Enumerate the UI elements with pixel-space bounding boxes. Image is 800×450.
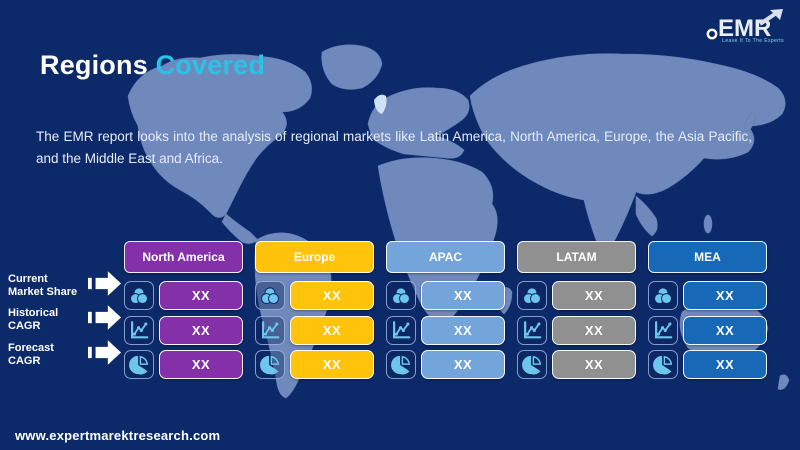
row-label-current-market-share: Current Market Share	[0, 270, 124, 302]
value-pill: XX	[159, 281, 243, 310]
table-cell: XX	[255, 281, 374, 310]
se-asia	[635, 195, 658, 237]
table-cell: XX	[517, 281, 636, 310]
table-cell: XX	[386, 350, 505, 379]
value-pill: XX	[159, 350, 243, 379]
value-pill: XX	[290, 350, 374, 379]
table-cell: XX	[124, 350, 243, 379]
footer-url: www.expertmarektresearch.com	[15, 428, 221, 443]
value-pill: XX	[290, 281, 374, 310]
table-cell: XX	[517, 315, 636, 345]
logo-arrowhead-icon	[770, 9, 783, 20]
market-share-icon	[124, 281, 154, 310]
regions-table: North America XX XX XX Europe XX XX XX APA…	[124, 241, 767, 385]
table-cell: XX	[648, 281, 767, 310]
page-title: Regions Covered	[40, 50, 265, 81]
row-arrow-icon	[88, 339, 122, 371]
table-cell: XX	[386, 281, 505, 310]
value-pill: XX	[421, 315, 505, 345]
table-cell: XX	[648, 350, 767, 379]
island-philippines	[703, 214, 713, 234]
region-header-apac: APAC	[386, 241, 505, 273]
pie-chart-icon	[517, 350, 547, 379]
line-chart-icon	[517, 315, 547, 345]
region-column-europe: Europe XX XX XX	[255, 241, 374, 385]
region-column-north-america: North America XX XX XX	[124, 241, 243, 385]
central-america	[221, 213, 259, 244]
title-accent: Covered	[155, 50, 266, 80]
region-header-europe: Europe	[255, 241, 374, 273]
value-pill: XX	[552, 315, 636, 345]
table-cell: XX	[255, 315, 374, 345]
region-header-latam: LATAM	[517, 241, 636, 273]
value-pill: XX	[421, 281, 505, 310]
row-label-forecast-cagr: Forecast CAGR	[0, 339, 124, 371]
table-cell: XX	[124, 315, 243, 345]
island-greenland	[321, 44, 383, 90]
island-uk-highlight	[374, 94, 387, 114]
value-pill: XX	[159, 315, 243, 345]
row-label-text: Current Market Share	[8, 272, 78, 298]
logo-tagline: Leave It To The Experts	[722, 38, 784, 44]
region-column-latam: LATAM XX XX XX	[517, 241, 636, 385]
line-chart-icon	[386, 315, 416, 345]
value-pill: XX	[683, 350, 767, 379]
market-share-icon	[255, 281, 285, 310]
pie-chart-icon	[648, 350, 678, 379]
value-pill: XX	[421, 350, 505, 379]
continent-europe	[367, 87, 470, 159]
emr-logo: EMR Leave It To The Experts	[686, 8, 786, 44]
table-cell: XX	[517, 350, 636, 379]
title-primary: Regions	[40, 50, 148, 80]
value-pill: XX	[683, 281, 767, 310]
continent-north-america	[127, 54, 312, 218]
description-text: The EMR report looks into the analysis o…	[36, 129, 752, 167]
continent-asia	[469, 53, 786, 248]
island-japan	[744, 112, 756, 132]
value-pill: XX	[290, 315, 374, 345]
value-pill: XX	[552, 350, 636, 379]
table-cell: XX	[124, 281, 243, 310]
table-cell: XX	[648, 315, 767, 345]
emr-logo-mark: EMR	[706, 9, 783, 40]
logo-text: EMR	[718, 15, 771, 40]
line-chart-icon	[648, 315, 678, 345]
value-pill: XX	[552, 281, 636, 310]
pie-chart-icon	[124, 350, 154, 379]
row-label-historical-cagr: Historical CAGR	[0, 304, 124, 336]
region-header-north-america: North America	[124, 241, 243, 273]
row-arrow-icon	[88, 270, 122, 302]
pie-chart-icon	[255, 350, 285, 379]
line-chart-icon	[255, 315, 285, 345]
market-share-icon	[517, 281, 547, 310]
row-labels: Current Market Share Historical CAGR For…	[0, 270, 124, 375]
table-cell: XX	[386, 315, 505, 345]
line-chart-icon	[124, 315, 154, 345]
island-new-zealand	[777, 374, 790, 390]
region-header-mea: MEA	[648, 241, 767, 273]
market-share-icon	[648, 281, 678, 310]
value-pill: XX	[683, 315, 767, 345]
market-share-icon	[386, 281, 416, 310]
row-arrow-icon	[88, 304, 122, 336]
region-column-mea: MEA XX XX XX	[648, 241, 767, 385]
table-cell: XX	[255, 350, 374, 379]
row-label-text: Forecast CAGR	[8, 341, 54, 367]
row-label-text: Historical CAGR	[8, 307, 59, 332]
region-column-apac: APAC XX XX XX	[386, 241, 505, 385]
logo-circle-icon	[706, 28, 718, 40]
pie-chart-icon	[386, 350, 416, 379]
